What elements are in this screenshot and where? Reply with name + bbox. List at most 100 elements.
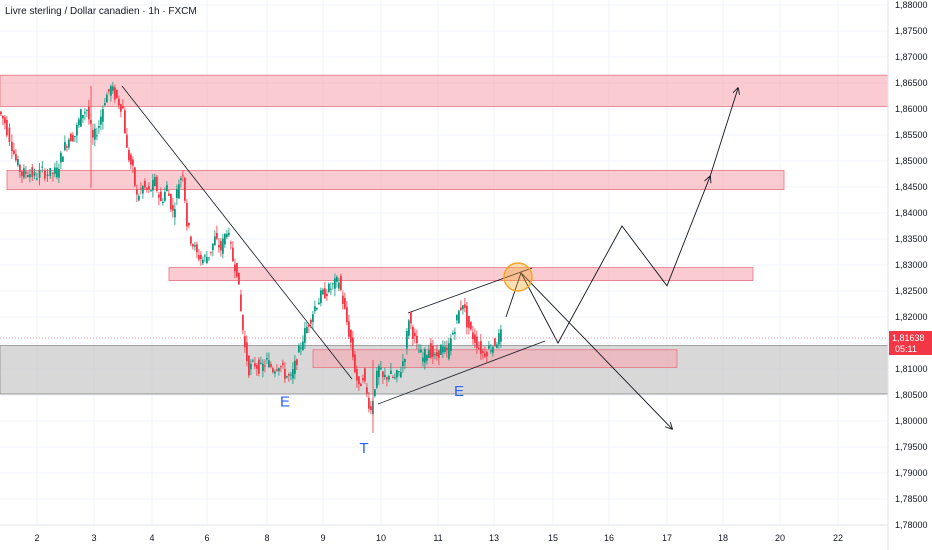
candle-body (66, 146, 68, 148)
candle-body (164, 191, 166, 201)
candle-body (494, 338, 496, 346)
projection-path (505, 88, 738, 429)
candle-body (344, 297, 346, 309)
candle-body (27, 174, 29, 177)
candle-body (330, 288, 332, 290)
y-tick-label: 1,88000 (895, 0, 928, 10)
candle-body (358, 376, 360, 385)
y-tick-label: 1,80000 (895, 416, 928, 426)
candle-body (378, 366, 380, 378)
candle-body (214, 236, 216, 246)
candle-body (154, 177, 156, 186)
candle-body (196, 244, 198, 253)
zone-red (312, 349, 678, 368)
candle-body (356, 369, 358, 381)
candle-body (386, 377, 388, 380)
candle-body (410, 312, 412, 324)
candle-body (450, 338, 452, 352)
x-axis: 2 3 4 6 8 9 10 11 13 15 16 17 18 20 22 (34, 533, 843, 543)
candle-body (82, 115, 84, 119)
current-price-value: 1,81638 (892, 333, 925, 343)
candle-body (318, 302, 320, 305)
x-tick-label: 3 (91, 533, 96, 543)
candle-body (156, 176, 158, 191)
candle-body (84, 112, 86, 114)
channel-lower-line (377, 340, 546, 405)
candle-body (15, 154, 17, 161)
candle-body (346, 307, 348, 323)
current-price-box (889, 331, 932, 355)
y-tick-label: 1,83000 (895, 260, 928, 270)
x-tick-label: 11 (433, 533, 442, 543)
y-tick-label: 1,78500 (895, 494, 928, 504)
candle-body (138, 195, 140, 201)
candle-body (144, 180, 146, 188)
candle-body (220, 241, 222, 251)
candle-body (200, 254, 202, 259)
candle-body (49, 168, 52, 177)
candle-body (436, 352, 438, 357)
candle-body (302, 341, 304, 350)
candle-body (400, 372, 402, 378)
candle-body (380, 367, 382, 370)
candle-body (390, 370, 392, 375)
x-tick-label: 20 (775, 533, 785, 543)
candle-body (422, 357, 424, 362)
x-tick-label: 8 (264, 533, 269, 543)
y-tick-label: 1,80500 (895, 390, 928, 400)
candle-body (416, 335, 418, 344)
y-tick-label: 1,87000 (895, 52, 928, 62)
candle-body (476, 336, 478, 349)
candle-body (72, 135, 74, 142)
candle-body (178, 184, 180, 199)
candle-body (232, 247, 234, 262)
candle-body (408, 320, 410, 336)
candle-body (488, 345, 490, 349)
candle-body (210, 251, 212, 253)
candle-body (140, 188, 142, 190)
chart-title: Livre sterling / Dollar canadien · 1h · … (5, 6, 197, 17)
y-tick-label: 1,84000 (895, 208, 928, 218)
x-tick-label: 13 (489, 533, 499, 543)
candle-body (312, 314, 314, 322)
candle-body (414, 332, 416, 337)
candle-body (464, 304, 466, 308)
candle-body (202, 259, 204, 264)
candle-body (0, 111, 2, 115)
candle-body (348, 321, 350, 337)
candle-body (474, 334, 476, 343)
candle-body (442, 346, 444, 353)
candle-body (190, 236, 192, 244)
candle-body (222, 238, 224, 254)
candle-body (486, 351, 488, 357)
candle-body (264, 365, 266, 367)
candle-body (150, 190, 152, 192)
candle-body (96, 135, 98, 137)
candle-body (272, 368, 274, 373)
wave-label: T (359, 440, 368, 457)
candle-body (130, 154, 132, 165)
candle-body (466, 305, 468, 328)
zone-red (6, 169, 785, 191)
x-tick-label: 16 (604, 533, 614, 543)
candle-body (480, 341, 482, 354)
candle-body (262, 363, 264, 372)
candle-body (368, 397, 370, 409)
candle-body (19, 164, 21, 172)
candle-body (60, 152, 62, 163)
candle-body (126, 134, 128, 148)
candle-body (216, 232, 218, 239)
candle-body (172, 205, 174, 211)
candle-body (314, 306, 316, 312)
candle-body (294, 360, 296, 374)
candle-body (29, 174, 31, 178)
candle-body (128, 150, 130, 161)
y-tick-label: 1,85000 (895, 156, 928, 166)
candle-body (120, 104, 122, 112)
wave-label: E (280, 393, 290, 410)
candle-body (268, 360, 270, 368)
x-tick-label: 10 (376, 533, 386, 543)
candle-body (300, 347, 302, 349)
candle-body (402, 361, 404, 366)
